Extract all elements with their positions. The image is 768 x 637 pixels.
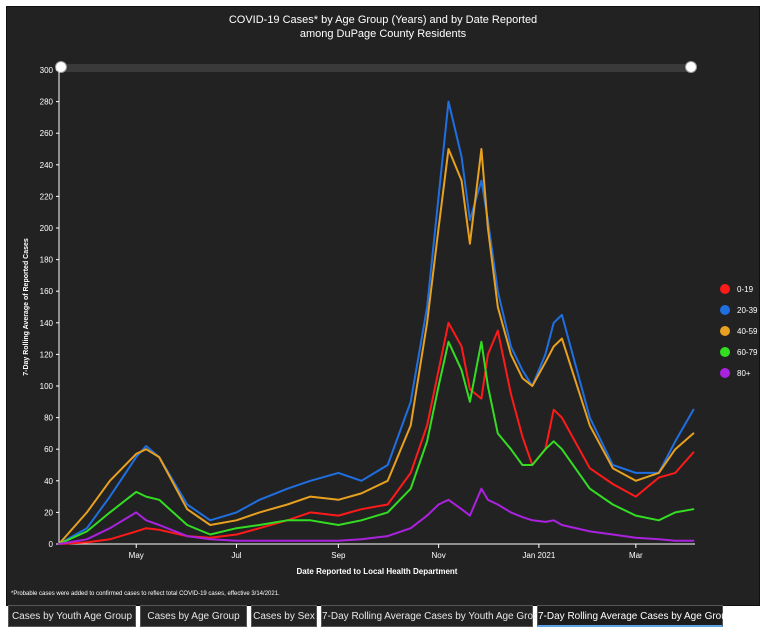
y-tick-label: 200 xyxy=(40,224,54,233)
y-tick-label: 280 xyxy=(40,98,54,107)
y-tick-label: 120 xyxy=(40,350,54,359)
legend-label-40-59[interactable]: 40-59 xyxy=(737,327,758,336)
footnote: *Probable cases were added to confirmed … xyxy=(11,591,280,597)
x-axis-label: Date Reported to Local Health Department xyxy=(297,567,458,576)
legend-label-60-79[interactable]: 60-79 xyxy=(737,348,758,357)
y-tick-label: 80 xyxy=(44,414,53,423)
x-tick-label: Jan 2021 xyxy=(522,551,555,560)
series-line-60-79 xyxy=(58,340,695,545)
slider-end-handle[interactable] xyxy=(685,61,697,73)
y-tick-label: 240 xyxy=(40,161,54,170)
y-tick-label: 220 xyxy=(40,192,54,201)
legend-label-0-19[interactable]: 0-19 xyxy=(737,285,754,294)
legend-marker-20-39[interactable] xyxy=(720,305,730,315)
legend-marker-0-19[interactable] xyxy=(720,284,730,294)
series-line-20-39 xyxy=(58,100,695,545)
legend-label-80+[interactable]: 80+ xyxy=(737,369,751,378)
legend-marker-80+[interactable] xyxy=(720,368,730,378)
legend-label-20-39[interactable]: 20-39 xyxy=(737,306,758,315)
tab-cases-by-youth-age-group[interactable]: Cases by Youth Age Group xyxy=(8,605,136,627)
y-axis-label: 7-Day Rolling Average of Reported Cases xyxy=(23,238,30,376)
chart-title-block: COVID-19 Cases* by Age Group (Years) and… xyxy=(7,13,759,41)
series-line-40-59 xyxy=(58,148,695,545)
slider-track[interactable] xyxy=(59,64,695,72)
legend-marker-60-79[interactable] xyxy=(720,347,730,357)
y-tick-label: 60 xyxy=(44,445,53,454)
x-tick-label: Jul xyxy=(231,551,241,560)
x-tick-label: Mar xyxy=(629,551,643,560)
y-tick-label: 140 xyxy=(40,319,54,328)
tab-bar: Cases by Youth Age Group Cases by Age Gr… xyxy=(6,605,758,629)
y-tick-label: 260 xyxy=(40,129,54,138)
chart-panel: COVID-19 Cases* by Age Group (Years) and… xyxy=(6,6,760,606)
y-tick-label: 160 xyxy=(40,287,54,296)
tab-rolling-average-age-group[interactable]: 7-Day Rolling Average Cases by Age Group xyxy=(537,605,732,627)
line-chart: 0 20 40 60 80 100 120 140 160 180 200 220 240 260 280 3… xyxy=(23,66,758,576)
y-tick-label: 300 xyxy=(40,66,54,75)
tab-cases-by-sex[interactable]: Cases by Sex xyxy=(251,605,317,627)
y-tick-label: 0 xyxy=(49,540,54,549)
y-tick-label: 40 xyxy=(44,477,53,486)
series-line-80+ xyxy=(58,487,695,545)
tab-rolling-average-youth-age-group[interactable]: 7-Day Rolling Average Cases by Youth Age… xyxy=(321,605,544,627)
x-tick-label: Sep xyxy=(331,551,346,560)
chart-title: COVID-19 Cases* by Age Group (Years) and… xyxy=(228,14,538,26)
y-tick-label: 20 xyxy=(44,508,53,517)
chart-subtitle: among DuPage County Residents xyxy=(299,28,467,40)
x-tick-label: Nov xyxy=(432,551,446,560)
tab-cases-by-age-group[interactable]: Cases by Age Group xyxy=(140,605,247,627)
legend-marker-40-59[interactable] xyxy=(720,326,730,336)
date-range-slider[interactable] xyxy=(55,61,697,75)
x-tick-label: May xyxy=(129,551,144,560)
y-tick-label: 100 xyxy=(40,382,54,391)
y-tick-label: 180 xyxy=(40,256,54,265)
